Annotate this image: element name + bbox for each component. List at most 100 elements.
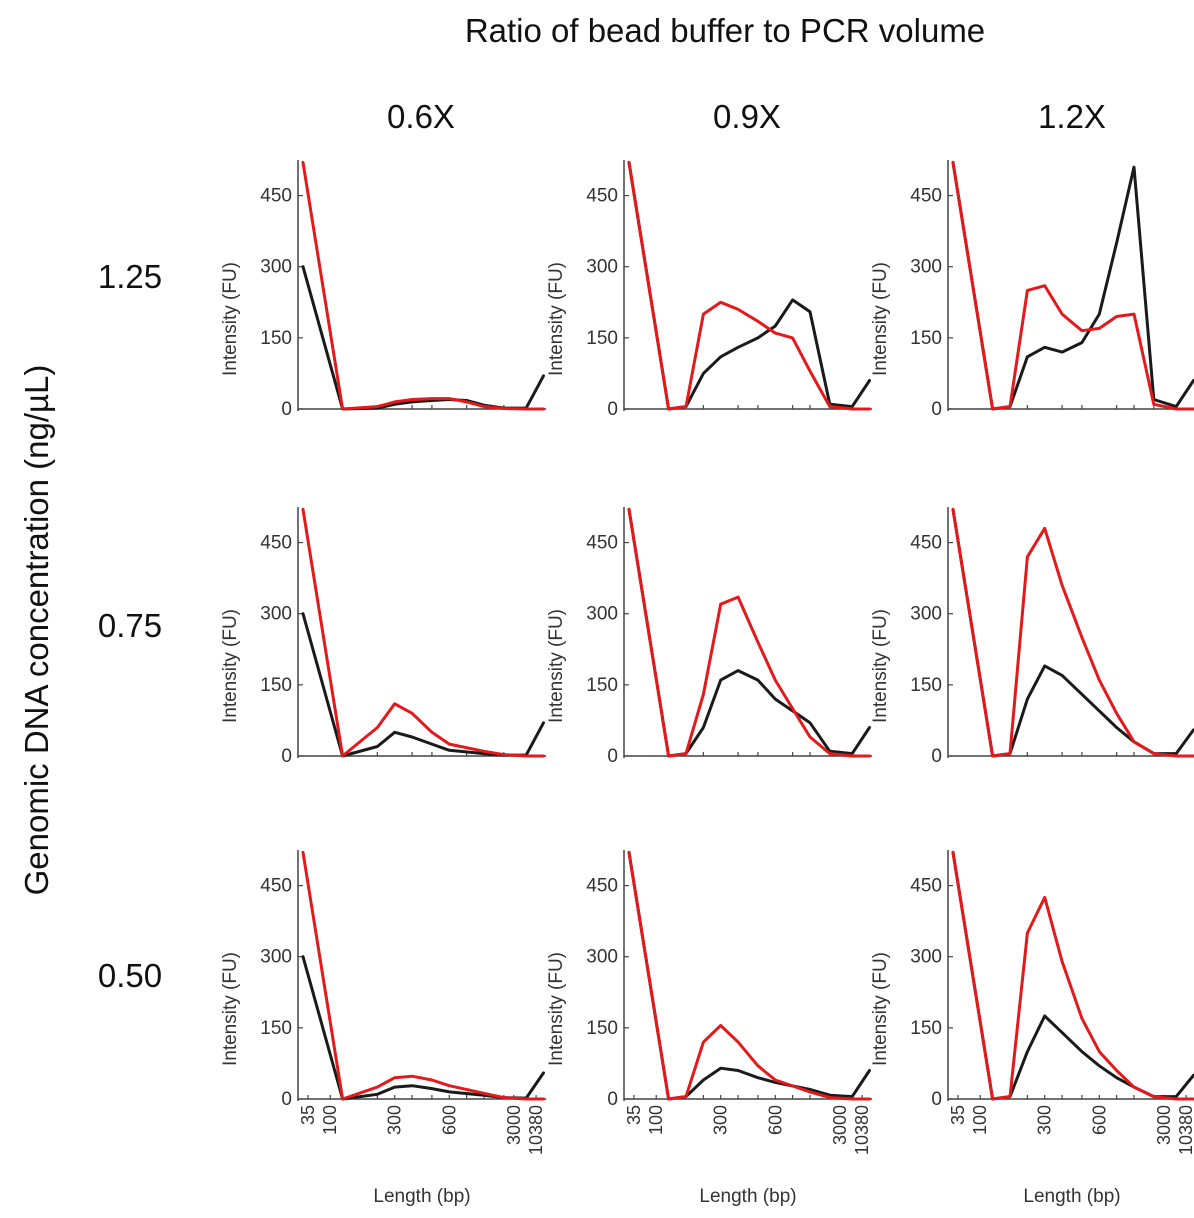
- x-tick-label: 35: [948, 1105, 968, 1125]
- y-axis-label: Intensity (FU): [546, 952, 567, 1066]
- panel-r3-c1: 0 150 300 450 Intensity (FU) 35 100 300 600 3000 1…: [220, 850, 546, 1207]
- y-tick-label: 150: [586, 675, 618, 696]
- red-trace-line: [951, 507, 1194, 758]
- y-axis-label: Intensity (FU): [220, 952, 241, 1066]
- black-trace-line: [627, 160, 871, 411]
- row-axis-title: Genomic DNA concentration (ng/µL): [18, 365, 55, 896]
- y-tick-label: 300: [586, 604, 618, 625]
- y-tick-label: 150: [910, 1018, 942, 1039]
- y-axis-label: Intensity (FU): [870, 609, 891, 723]
- black-trace-line: [951, 160, 1194, 411]
- figure-title: Ratio of bead buffer to PCR volume: [465, 12, 985, 49]
- y-axis-label: Intensity (FU): [870, 262, 891, 376]
- column-label-1-2x: 1.2X: [1038, 98, 1106, 135]
- y-tick-label: 0: [607, 746, 618, 767]
- y-tick-label: 450: [260, 876, 292, 897]
- x-tick-label: 300: [385, 1105, 405, 1135]
- y-tick-label: 300: [910, 947, 942, 968]
- y-tick-label: 300: [586, 947, 618, 968]
- x-tick-label: 3000: [1154, 1105, 1174, 1145]
- red-trace-line: [301, 160, 545, 411]
- x-tick-label: 10380: [1176, 1105, 1194, 1155]
- y-tick-label: 150: [910, 675, 942, 696]
- y-axis-label: Intensity (FU): [220, 262, 241, 376]
- black-trace-line: [951, 507, 1194, 758]
- x-tick-label: 3000: [504, 1105, 524, 1145]
- row-label-1-25: 1.25: [98, 258, 162, 295]
- panels-grid: 0 150 300 450 Intensity (FU) 0 150 300 450 Intens…: [220, 160, 1194, 1207]
- row-label-0-75: 0.75: [98, 607, 162, 644]
- x-tick-label: 100: [646, 1105, 666, 1135]
- red-trace-line: [627, 507, 871, 758]
- panel-r2-c1: 0 150 300 450 Intensity (FU): [220, 507, 546, 767]
- x-tick-label: 100: [970, 1105, 990, 1135]
- column-label-0-6x: 0.6X: [387, 98, 455, 135]
- black-trace-line: [627, 507, 871, 758]
- red-trace-line: [301, 507, 545, 758]
- panel-r1-c2: 0 150 300 450 Intensity (FU): [546, 160, 872, 420]
- y-tick-label: 150: [586, 328, 618, 349]
- panel-r3-c3: 0 150 300 450 Intensity (FU) 35 100 300 600 3000 1…: [870, 850, 1194, 1207]
- black-trace-line: [627, 850, 871, 1101]
- x-tick-label: 10380: [526, 1105, 546, 1155]
- column-label-0-9x: 0.9X: [713, 98, 781, 135]
- y-tick-label: 450: [260, 533, 292, 554]
- y-tick-label: 450: [586, 186, 618, 207]
- row-label-0-50: 0.50: [98, 957, 162, 994]
- x-tick-label: 10380: [852, 1105, 872, 1155]
- y-tick-label: 450: [260, 186, 292, 207]
- panel-r2-c2: 0 150 300 450 Intensity (FU): [546, 507, 872, 767]
- y-tick-label: 300: [586, 257, 618, 278]
- y-tick-label: 450: [586, 876, 618, 897]
- red-trace-line: [951, 160, 1194, 411]
- x-tick-label: 600: [765, 1105, 785, 1135]
- y-tick-label: 0: [281, 746, 292, 767]
- y-tick-label: 300: [260, 604, 292, 625]
- red-trace-line: [627, 160, 871, 411]
- y-tick-label: 300: [910, 257, 942, 278]
- y-axis-label: Intensity (FU): [870, 952, 891, 1066]
- y-tick-label: 450: [586, 533, 618, 554]
- panel-r1-c3: 0 150 300 450 Intensity (FU): [870, 160, 1194, 420]
- x-tick-label: 100: [320, 1105, 340, 1135]
- x-tick-label: 600: [439, 1105, 459, 1135]
- red-trace-line: [951, 850, 1194, 1101]
- y-tick-label: 450: [910, 186, 942, 207]
- y-tick-label: 0: [931, 399, 942, 420]
- x-axis-label: Length (bp): [1023, 1186, 1120, 1207]
- y-tick-label: 0: [607, 399, 618, 420]
- y-tick-label: 150: [260, 675, 292, 696]
- y-tick-label: 300: [260, 947, 292, 968]
- x-tick-label: 300: [711, 1105, 731, 1135]
- panel-r1-c1: 0 150 300 450 Intensity (FU): [220, 160, 546, 420]
- y-tick-label: 150: [260, 1018, 292, 1039]
- y-tick-label: 150: [260, 328, 292, 349]
- y-tick-label: 450: [910, 876, 942, 897]
- y-tick-label: 0: [931, 1089, 942, 1110]
- y-tick-label: 150: [586, 1018, 618, 1039]
- panel-r3-c2: 0 150 300 450 Intensity (FU) 35 100 300 600 3000 1…: [546, 850, 872, 1207]
- y-tick-label: 0: [281, 1089, 292, 1110]
- x-tick-label: 3000: [830, 1105, 850, 1145]
- y-tick-label: 0: [931, 746, 942, 767]
- x-tick-label: 300: [1035, 1105, 1055, 1135]
- y-axis-label: Intensity (FU): [546, 262, 567, 376]
- red-trace-line: [301, 850, 545, 1101]
- y-tick-label: 0: [607, 1089, 618, 1110]
- y-axis-label: Intensity (FU): [546, 609, 567, 723]
- y-tick-label: 300: [910, 604, 942, 625]
- x-axis-label: Length (bp): [699, 1186, 796, 1207]
- y-tick-label: 0: [281, 399, 292, 420]
- y-tick-label: 450: [910, 533, 942, 554]
- y-axis-label: Intensity (FU): [220, 609, 241, 723]
- x-axis-label: Length (bp): [373, 1186, 470, 1207]
- panel-r2-c3: 0 150 300 450 Intensity (FU): [870, 507, 1194, 767]
- y-tick-label: 150: [910, 328, 942, 349]
- x-tick-label: 35: [624, 1105, 644, 1125]
- x-tick-label: 600: [1089, 1105, 1109, 1135]
- y-tick-label: 300: [260, 257, 292, 278]
- x-tick-label: 35: [298, 1105, 318, 1125]
- red-trace-line: [627, 850, 871, 1101]
- black-trace-line: [951, 850, 1194, 1101]
